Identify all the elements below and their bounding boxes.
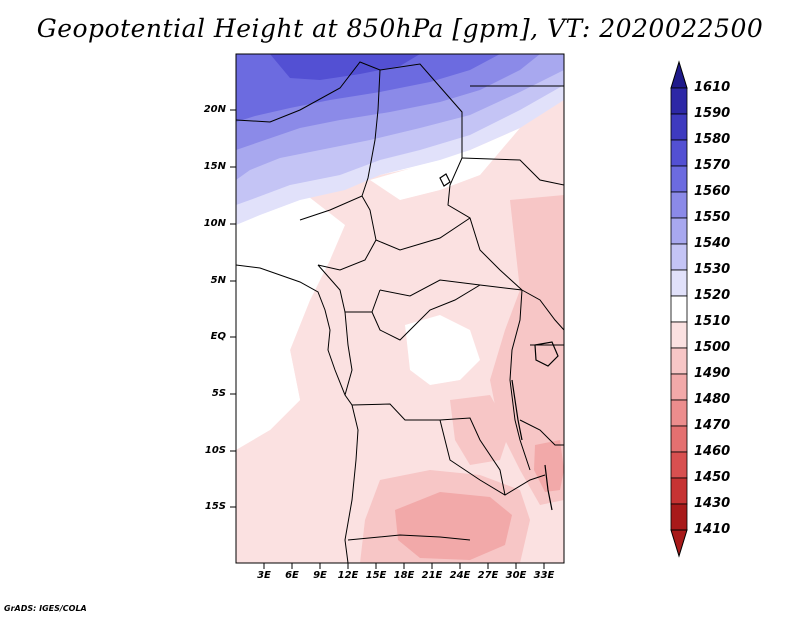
lat-label-5n: 5N	[210, 275, 226, 286]
coastline-west	[236, 264, 359, 563]
border-zambia	[439, 419, 546, 496]
border-nigeria	[299, 195, 377, 271]
region-1510-north	[370, 128, 520, 200]
credit-text: GrADS: IGES/COLA	[4, 604, 87, 613]
border-drc	[371, 284, 481, 341]
colorbar-label: 1550	[694, 210, 731, 225]
lake-tanganyika	[511, 379, 523, 441]
border-angola	[351, 403, 506, 496]
height-field	[236, 54, 564, 563]
lon-label-12e: 12E	[337, 570, 359, 581]
colorbar-cell	[670, 243, 688, 271]
colorbar-cell	[670, 425, 688, 453]
lon-ticks	[263, 563, 545, 569]
colorbar-label: 1500	[694, 340, 731, 355]
colorbar-cell	[670, 347, 688, 375]
lon-label-27e: 27E	[477, 570, 499, 581]
lon-label-33e: 33E	[533, 570, 555, 581]
colorbar-cell	[670, 399, 688, 427]
colorbar-label: 1530	[694, 262, 731, 277]
colorbar-label: 1520	[694, 288, 731, 303]
colorbar-cell	[670, 503, 688, 531]
colorbar-label: 1460	[694, 444, 731, 459]
lat-label-eq: EQ	[210, 331, 226, 342]
colorbar-cell	[670, 451, 688, 479]
colorbar-label: 1510	[694, 314, 731, 329]
border-car	[375, 217, 471, 251]
colorbar-label: 1490	[694, 366, 731, 381]
colorbar-label: 1450	[694, 470, 731, 485]
border-sahel	[236, 61, 463, 158]
colorbar-label: 1430	[694, 496, 731, 511]
colorbar-arrow-top	[670, 60, 688, 89]
border-east	[521, 289, 564, 331]
colorbar-cell	[670, 477, 688, 505]
lon-label-3e: 3E	[257, 570, 271, 581]
chart-title: Geopotential Height at 850hPa [gpm], VT:…	[36, 14, 764, 43]
colorbar-cell	[670, 87, 688, 115]
lon-label-15e: 15E	[365, 570, 387, 581]
region-1490-mid	[450, 395, 510, 465]
lon-label-9e: 9E	[313, 570, 327, 581]
colorbar-cell	[670, 165, 688, 193]
lon-label-6e: 6E	[285, 570, 299, 581]
colorbar-label: 1560	[694, 184, 731, 199]
colorbar-cell	[670, 191, 688, 219]
border-car-south	[379, 279, 523, 297]
colorbar-label: 1470	[694, 418, 731, 433]
lon-label-18e: 18E	[393, 570, 415, 581]
colorbar-arrow-bottom	[670, 529, 688, 558]
region-1510-congo	[405, 315, 480, 385]
country-borders	[236, 61, 564, 563]
border-gabon	[344, 311, 353, 396]
border-namibia	[347, 534, 471, 541]
colorbar-cell	[670, 321, 688, 349]
colorbar-cell	[670, 295, 688, 323]
lakes	[439, 173, 559, 511]
colorbar-label: 1480	[694, 392, 731, 407]
lat-label-5s: 5S	[211, 388, 226, 399]
lat-label-10s: 10S	[204, 445, 226, 456]
colorbar-label: 1580	[694, 132, 731, 147]
lat-label-10n: 10N	[203, 218, 226, 229]
border-tanzania	[519, 419, 564, 446]
lake-victoria	[534, 341, 559, 367]
colorbar-cell	[670, 217, 688, 245]
lake-malawi	[544, 464, 553, 511]
colorbar-cell	[670, 269, 688, 297]
lat-label-20n: 20N	[203, 104, 226, 115]
colorbar-cell	[670, 373, 688, 401]
lat-ticks	[230, 109, 236, 508]
border-drc-east	[509, 289, 531, 471]
region-1480-east	[534, 440, 564, 492]
region-1510-west	[236, 220, 340, 440]
lon-label-24e: 24E	[449, 570, 471, 581]
colorbar-label: 1540	[694, 236, 731, 251]
lat-label-15s: 15S	[204, 501, 226, 512]
region-1480-south	[395, 492, 512, 560]
colorbar	[670, 60, 688, 558]
border-sudan	[461, 157, 564, 186]
lake-chad	[439, 173, 451, 187]
border-niger	[361, 69, 381, 197]
colorbar-cell	[670, 139, 688, 167]
lat-label-15n: 15N	[203, 161, 226, 172]
colorbar-label: 1570	[694, 158, 731, 173]
lon-label-30e: 30E	[505, 570, 527, 581]
colorbar-cell	[670, 113, 688, 141]
colorbar-label: 1610	[694, 80, 731, 95]
map-frame	[235, 53, 565, 564]
region-1570	[270, 54, 420, 80]
lon-label-21e: 21E	[421, 570, 443, 581]
colorbar-label: 1410	[694, 522, 731, 537]
colorbar-label: 1590	[694, 106, 731, 121]
